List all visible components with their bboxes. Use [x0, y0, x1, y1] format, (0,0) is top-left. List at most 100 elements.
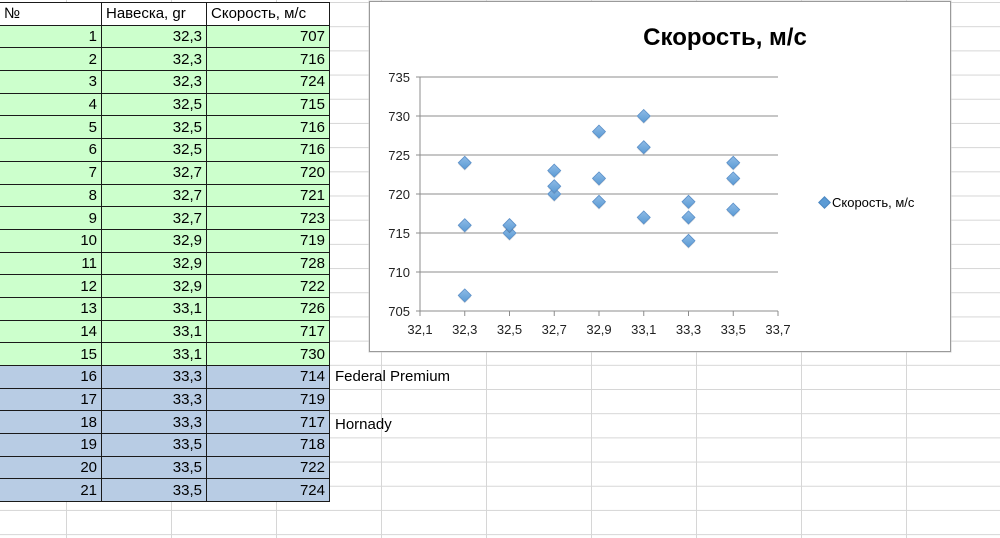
row-number-cell[interactable]: 7 — [0, 160, 102, 185]
speed-cell[interactable]: 728 — [206, 251, 330, 276]
data-point-diamond — [591, 194, 607, 209]
data-point-diamond — [591, 124, 607, 139]
chart-title: Скорость, м/с — [643, 24, 807, 51]
charge-cell[interactable]: 33,5 — [101, 433, 207, 457]
speed-cell[interactable]: 717 — [206, 319, 330, 344]
row-number-cell[interactable]: 17 — [0, 387, 102, 412]
charge-cell[interactable]: 32,5 — [101, 115, 207, 140]
table-row: 1 32,3 707 — [0, 24, 330, 49]
note-cell[interactable]: Federal Premium — [335, 368, 451, 385]
data-point-diamond — [457, 288, 472, 303]
speed-cell[interactable]: 716 — [206, 138, 330, 162]
y-tick-label: 725 — [388, 148, 410, 163]
charge-cell[interactable]: 33,1 — [101, 342, 207, 366]
data-table: № Навеска, gr Скорость, м/с 1 32,3 707 2 32,3 71… — [0, 2, 330, 503]
charge-cell[interactable]: 32,5 — [101, 92, 207, 117]
row-number-cell[interactable]: 2 — [0, 47, 102, 72]
row-number-cell[interactable]: 8 — [0, 183, 102, 208]
table-header-row: № Навеска, gr Скорость, м/с — [0, 2, 330, 26]
charge-cell[interactable]: 33,3 — [101, 365, 207, 389]
data-point-diamond — [636, 108, 651, 124]
speed-cell[interactable]: 722 — [206, 274, 330, 298]
row-number-cell[interactable]: 15 — [0, 342, 102, 366]
x-tick-label: 32,9 — [586, 322, 611, 337]
charge-cell[interactable]: 33,1 — [101, 319, 207, 344]
speed-cell[interactable]: 730 — [206, 342, 330, 366]
charge-cell[interactable]: 33,1 — [101, 296, 207, 321]
row-number-cell[interactable]: 20 — [0, 455, 102, 480]
row-number-cell[interactable]: 13 — [0, 296, 102, 321]
speed-cell[interactable]: 716 — [206, 47, 330, 72]
speed-cell[interactable]: 715 — [206, 92, 330, 117]
row-number-cell[interactable]: 4 — [0, 92, 102, 117]
speed-cell[interactable]: 726 — [206, 296, 330, 321]
charge-cell[interactable]: 32,3 — [101, 70, 207, 94]
table-row: 8 32,7 721 — [0, 183, 330, 208]
row-number-cell[interactable]: 12 — [0, 274, 102, 298]
speed-cell[interactable]: 714 — [206, 365, 330, 389]
column-header[interactable]: № — [0, 2, 102, 26]
row-number-cell[interactable]: 18 — [0, 410, 102, 435]
row-number-cell[interactable]: 1 — [0, 24, 102, 49]
speed-cell[interactable]: 720 — [206, 160, 330, 185]
table-row: 7 32,7 720 — [0, 160, 330, 185]
charge-cell[interactable]: 32,7 — [101, 206, 207, 230]
data-point-diamond — [457, 218, 472, 233]
speed-cell[interactable]: 721 — [206, 183, 330, 208]
row-number-cell[interactable]: 19 — [0, 433, 102, 457]
y-tick-label: 705 — [388, 304, 410, 319]
charge-cell[interactable]: 33,5 — [101, 478, 207, 503]
table-row: 21 33,5 724 — [0, 478, 330, 503]
note-cell[interactable]: Hornady — [335, 416, 392, 434]
speed-cell[interactable]: 719 — [206, 228, 330, 253]
charge-cell[interactable]: 33,3 — [101, 387, 207, 412]
table-row: 19 33,5 718 — [0, 433, 330, 457]
row-number-cell[interactable]: 9 — [0, 206, 102, 230]
charge-cell[interactable]: 32,3 — [101, 24, 207, 49]
row-number-cell[interactable]: 16 — [0, 365, 102, 389]
y-tick-label: 715 — [388, 226, 410, 241]
table-row: 17 33,3 719 — [0, 387, 330, 412]
speed-cell[interactable]: 723 — [206, 206, 330, 230]
legend-label: Скорость, м/с — [832, 195, 915, 210]
speed-cell[interactable]: 724 — [206, 70, 330, 94]
row-number-cell[interactable]: 11 — [0, 251, 102, 276]
row-number-cell[interactable]: 6 — [0, 138, 102, 162]
charge-cell[interactable]: 32,5 — [101, 138, 207, 162]
charge-cell[interactable]: 32,9 — [101, 228, 207, 253]
table-row: 6 32,5 716 — [0, 138, 330, 162]
row-number-cell[interactable]: 10 — [0, 228, 102, 253]
data-point-diamond — [502, 218, 517, 233]
table-row: 9 32,7 723 — [0, 206, 330, 230]
column-header[interactable]: Скорость, м/с — [206, 2, 330, 26]
data-point-diamond — [457, 155, 472, 170]
charge-cell[interactable]: 32,7 — [101, 183, 207, 208]
column-header[interactable]: Навеска, gr — [101, 2, 207, 26]
speed-cell[interactable]: 719 — [206, 387, 330, 412]
speed-cell[interactable]: 724 — [206, 478, 330, 503]
speed-cell[interactable]: 716 — [206, 115, 330, 140]
speed-cell[interactable]: 722 — [206, 455, 330, 480]
charge-cell[interactable]: 33,3 — [101, 410, 207, 435]
data-point-diamond — [547, 179, 562, 194]
charge-cell[interactable]: 32,7 — [101, 160, 207, 185]
speed-cell[interactable]: 718 — [206, 433, 330, 457]
charge-cell[interactable]: 33,5 — [101, 455, 207, 480]
charge-cell[interactable]: 32,3 — [101, 47, 207, 72]
speed-cell[interactable]: 707 — [206, 24, 330, 49]
row-number-cell[interactable]: 21 — [0, 478, 102, 503]
diamond-marker-icon — [818, 196, 831, 209]
x-tick-label: 32,1 — [407, 322, 432, 337]
speed-cell[interactable]: 717 — [206, 410, 330, 435]
data-point-diamond — [681, 194, 696, 209]
row-number-cell[interactable]: 3 — [0, 70, 102, 94]
table-row: 14 33,1 717 — [0, 319, 330, 344]
row-number-cell[interactable]: 5 — [0, 115, 102, 140]
row-number-cell[interactable]: 14 — [0, 319, 102, 344]
x-tick-label: 32,3 — [452, 322, 477, 337]
scatter-chart[interactable]: Скорость, м/с 705 710 715 720 725 730 735 32,1 3… — [369, 1, 951, 352]
x-tick-label: 33,1 — [631, 322, 656, 337]
charge-cell[interactable]: 32,9 — [101, 274, 207, 298]
charge-cell[interactable]: 32,9 — [101, 251, 207, 276]
table-row: 13 33,1 726 — [0, 296, 330, 321]
